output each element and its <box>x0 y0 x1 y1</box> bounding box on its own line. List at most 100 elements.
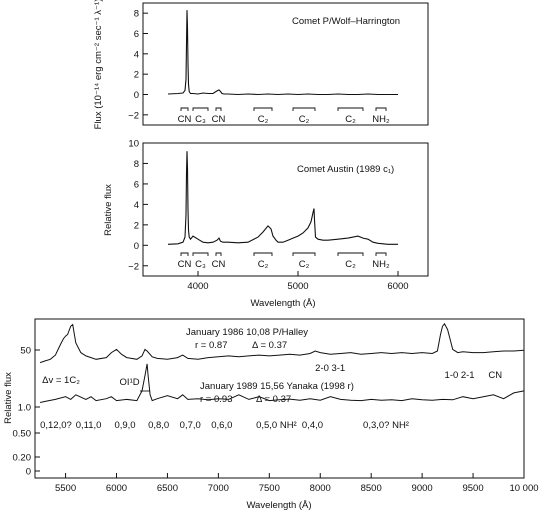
x-tick-label: 8000 <box>310 483 331 494</box>
y-tick-label: 10 <box>128 139 139 150</box>
band-annotations: CN C₃ CN C₂ C₂ C₂ NH₂ <box>178 107 390 125</box>
band-bracket <box>215 252 222 256</box>
x-tick-label: 5000 <box>287 281 308 292</box>
y-tick-label: 0.20 <box>13 453 32 464</box>
band-annotations: Δv = 1C₂ OI¹D 2-0 3-1 1-0 2-1 CN 0,12,0? 0,11,0 0… <box>40 363 502 431</box>
x-tick-label: 6000 <box>106 483 127 494</box>
band-label: 0,6,0 <box>211 420 232 431</box>
band-label: C₂ <box>258 114 269 125</box>
panel-halley-yanaka: 50 1.0 0.50 0.20 0 5500 6000 6500 7000 7500 8000 8… <box>3 318 539 511</box>
halley-date-label: January 1986 10,08 P/Halley <box>186 327 308 338</box>
y-tick-label: −2 <box>128 110 139 121</box>
band-bracket <box>375 107 387 111</box>
y-tick-label: 6 <box>134 179 139 190</box>
y-tick-label: 8 <box>134 9 139 20</box>
band-bracket <box>192 107 209 111</box>
plot-frame <box>34 318 525 479</box>
band-bracket <box>375 252 387 256</box>
band-label: CN <box>488 370 502 381</box>
band-bracket <box>292 107 316 111</box>
x-axis-ticks: 4000 5000 6000 <box>187 271 409 292</box>
y-tick-label: 6 <box>134 29 139 40</box>
plot-frame <box>142 2 429 126</box>
legend-label: Comet P/Wolf–Harrington <box>292 16 400 27</box>
x-tick-label: 7000 <box>208 483 229 494</box>
legend-label: Comet Austin (1989 c₁) <box>297 164 394 175</box>
band-label: 0,7,0 <box>180 420 201 431</box>
x-tick-label: 9500 <box>462 483 483 494</box>
legend-text: Comet Austin (1989 c₁) <box>297 164 394 175</box>
panel-austin: −2 0 2 4 6 8 10 4000 5000 6000 Relative flux Wav… <box>103 139 429 309</box>
band-label: NH₂ <box>372 114 390 125</box>
band-label: C₃ <box>195 259 206 270</box>
band-label: Δv = 1C₂ <box>42 375 80 386</box>
y-axis-ticks: −2 0 2 4 6 8 <box>128 9 148 121</box>
y-axis-ticks: 50 1.0 0.50 0.20 0 <box>13 346 40 478</box>
band-label: C₂ <box>345 114 356 125</box>
band-label: C₂ <box>299 114 310 125</box>
band-label: 1-0 <box>445 370 459 381</box>
band-label: C₂ <box>258 259 269 270</box>
x-tick-label: 6000 <box>387 281 408 292</box>
band-bracket <box>337 107 364 111</box>
y-axis-label: Relative flux <box>3 372 14 424</box>
band-label: 0,8,0 <box>148 420 169 431</box>
y-tick-label: 0 <box>134 241 139 252</box>
halley-r-label: r = 0.87 <box>195 340 227 351</box>
band-bracket <box>180 107 189 111</box>
y-tick-label: 2 <box>134 70 139 81</box>
y-axis-ticks: −2 0 2 4 6 8 10 <box>128 139 148 272</box>
yanaka-r-label: r = 0.93 <box>200 394 232 405</box>
band-label: C₂ <box>345 259 356 270</box>
band-label: 0,4,0 <box>302 420 323 431</box>
band-label: CN <box>212 114 226 125</box>
band-label: CN <box>178 114 192 125</box>
band-bracket <box>253 252 273 256</box>
x-axis-label: Wavelength (Å) <box>250 298 315 309</box>
yanaka-date-label: January 1989 15,56 Yanaka (1998 r) <box>200 381 354 392</box>
x-tick-label: 4000 <box>187 281 208 292</box>
series-line-yanaka <box>39 363 525 403</box>
band-label: CN <box>178 259 192 270</box>
y-tick-label: 0 <box>134 90 139 101</box>
halley-delta-label: Δ = 0.37 <box>252 340 287 351</box>
band-label: CN <box>212 259 226 270</box>
x-axis-ticks: 5500 6000 6500 7000 7500 8000 8500 9000 9500 10 0… <box>55 473 539 494</box>
x-tick-label: 5500 <box>55 483 76 494</box>
band-label: 2-0 <box>315 363 329 374</box>
band-bracket <box>292 252 316 256</box>
x-tick-label: 9000 <box>412 483 433 494</box>
y-tick-label: 0.50 <box>13 429 32 440</box>
band-label: C₃ <box>195 114 206 125</box>
y-tick-label: 4 <box>134 49 139 60</box>
band-label: 0,5,0 NH² <box>256 420 297 431</box>
band-bracket <box>192 252 209 256</box>
band-label: 3-1 <box>331 363 345 374</box>
band-label: 0,11,0 <box>76 420 102 431</box>
band-bracket <box>337 252 364 256</box>
band-label: 0,12,0? <box>40 420 72 431</box>
y-tick-label: 0 <box>26 467 31 478</box>
band-bracket <box>180 252 189 256</box>
band-annotations: CN C₃ CN C₂ C₂ C₂ NH₂ <box>178 252 390 270</box>
x-tick-label: 10 000 <box>509 483 538 494</box>
x-axis-label: Wavelength (Å) <box>246 500 311 511</box>
band-label: NH₂ <box>372 259 390 270</box>
band-bracket <box>253 107 273 111</box>
plot-frame <box>142 142 429 277</box>
y-tick-label: 1.0 <box>18 403 31 414</box>
band-label: 0,3,0? NH² <box>363 420 409 431</box>
series-line-halley <box>39 322 525 364</box>
series-line-austin <box>167 151 398 245</box>
y-axis-label: Flux (10⁻¹⁴ erg cm⁻² sec⁻¹ λ⁻¹) <box>93 0 104 129</box>
y-axis-label: Relative flux <box>103 184 114 236</box>
yanaka-delta-label: Δ = 0.37 <box>256 394 291 405</box>
x-tick-label: 7500 <box>259 483 280 494</box>
band-label: 2-1 <box>461 370 475 381</box>
y-tick-label: 4 <box>134 200 139 211</box>
x-tick-label: 6500 <box>157 483 178 494</box>
x-tick-label: 8500 <box>361 483 382 494</box>
band-label: 0,9,0 <box>114 420 135 431</box>
